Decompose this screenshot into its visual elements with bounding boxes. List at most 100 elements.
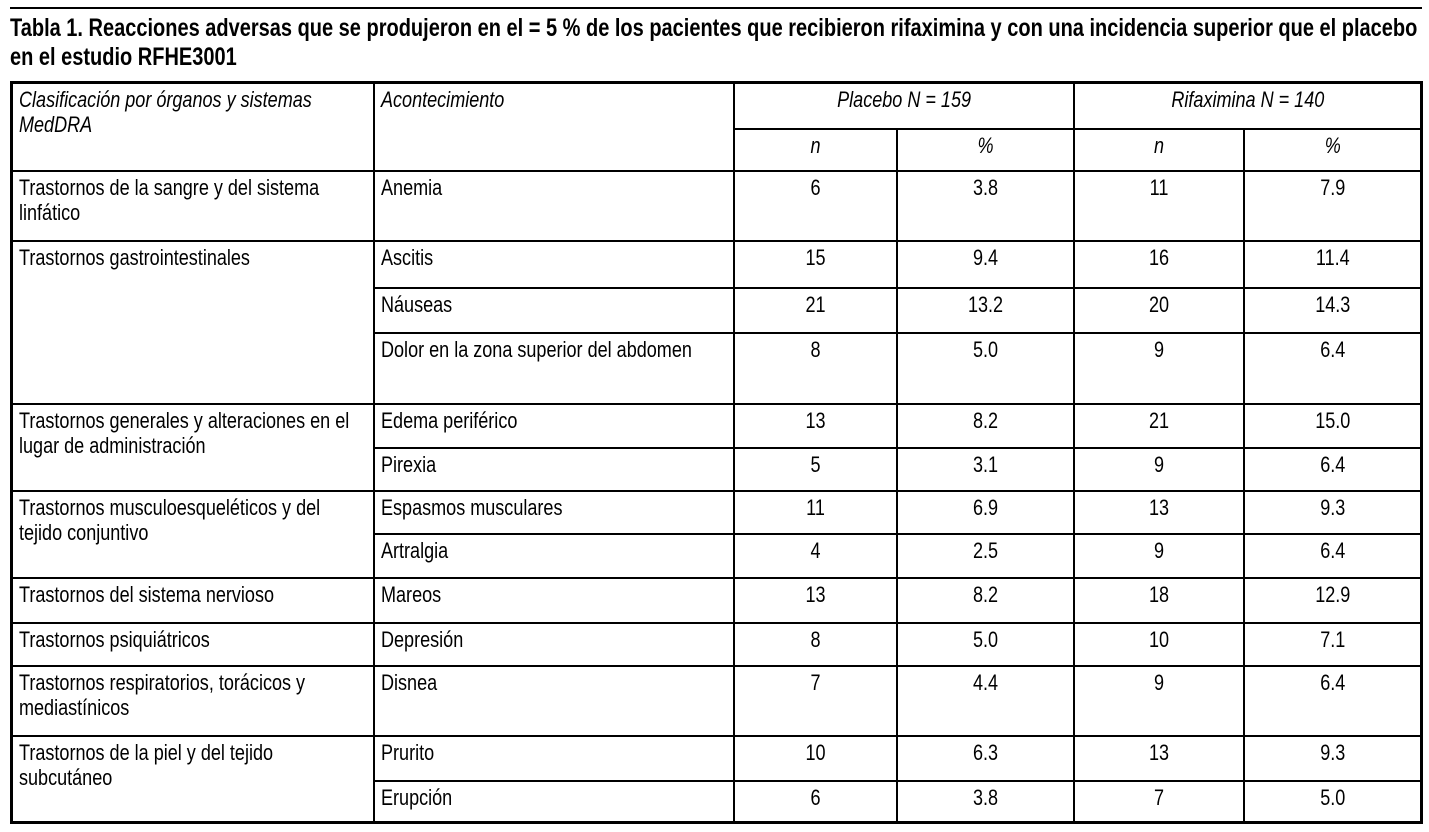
- event-cell-text: Erupción: [380, 784, 452, 810]
- placebo-n-cell-text: 21: [804, 291, 826, 317]
- rifaximina-pct-cell: 7.9: [1242, 169, 1423, 242]
- placebo-pct-cell-text: 3.8: [972, 784, 998, 810]
- table-row: Trastornos respiratorios, torácicos y me…: [10, 664, 1423, 737]
- placebo-pct-cell-text: 3.8: [972, 174, 998, 200]
- rifaximina-pct-cell-text: 15.0: [1314, 407, 1350, 433]
- event-cell-text: Prurito: [380, 739, 434, 765]
- event-cell-text: Depresión: [380, 626, 463, 652]
- placebo-pct-cell: 9.4: [895, 239, 1075, 289]
- rifaximina-n-cell-text: 13: [1148, 739, 1169, 765]
- placebo-pct-cell: 5.0: [895, 621, 1075, 667]
- rifaximina-n-cell-text: 13: [1148, 494, 1169, 520]
- rifaximina-n-cell-text: 9: [1153, 451, 1164, 477]
- header-event: Acontecimiento: [372, 81, 735, 172]
- placebo-n-cell-text: 4: [810, 537, 821, 563]
- placebo-pct-cell: 6.3: [895, 734, 1075, 782]
- rifaximina-n-cell: 9: [1072, 664, 1245, 737]
- rifaximina-n-cell: 9: [1072, 532, 1245, 579]
- placebo-n-cell: 13: [732, 402, 898, 449]
- event-cell: Náuseas: [372, 286, 735, 334]
- table-row: Erupción 6 3.8 7 5.0: [12, 779, 1423, 824]
- placebo-n-cell: 7: [732, 664, 898, 737]
- event-cell: Edema periférico: [372, 402, 735, 449]
- rifaximina-n-cell: 9: [1072, 446, 1245, 492]
- event-cell-text: Artralgia: [380, 537, 448, 563]
- placebo-pct-cell-text: 2.5: [972, 537, 998, 563]
- placebo-pct-cell: 3.1: [895, 446, 1075, 492]
- placebo-pct-cell-text: 3.1: [972, 451, 998, 477]
- placebo-pct-cell-text: 8.2: [972, 407, 998, 433]
- classification-text: Trastornos generales y alteraciones en e…: [19, 407, 350, 458]
- rifaximina-n-cell-text: 9: [1153, 537, 1164, 563]
- table-row: Trastornos generales y alteraciones en e…: [10, 402, 1423, 492]
- rifaximina-n-cell: 13: [1072, 489, 1245, 535]
- placebo-n-cell: 6: [732, 779, 898, 824]
- rifaximina-pct-cell-text: 14.3: [1314, 291, 1350, 317]
- event-cell: Prurito: [372, 734, 735, 782]
- classification-text: Trastornos psiquiátricos: [19, 626, 210, 652]
- event-cell-text: Espasmos musculares: [380, 494, 562, 520]
- placebo-pct-cell-text: 9.4: [972, 244, 998, 270]
- event-cell-text: Ascitis: [380, 244, 433, 270]
- placebo-n-cell-text: 8: [810, 336, 821, 362]
- rifaximina-pct-cell: 6.4: [1242, 532, 1423, 579]
- table-row: Artralgia 4 2.5 9 6.4: [12, 532, 1423, 579]
- event-cell-text: Anemia: [380, 174, 442, 200]
- rifaximina-pct-cell: 11.4: [1242, 239, 1423, 289]
- classification-cell: Trastornos musculoesqueléticos y del tej…: [10, 489, 375, 579]
- rifaximina-n-cell-text: 9: [1153, 336, 1164, 362]
- placebo-n-cell: 21: [732, 286, 898, 334]
- placebo-n-cell: 8: [732, 331, 898, 405]
- event-cell-text: Náuseas: [380, 291, 452, 317]
- event-cell: Ascitis: [372, 239, 735, 289]
- header-classification: Clasificación por órganos y sistemas Med…: [10, 81, 375, 172]
- adverse-reactions-table: Clasificación por órganos y sistemas Med…: [10, 81, 1424, 824]
- header-placebo-group: Placebo N = 159: [732, 81, 1075, 130]
- rifaximina-pct-cell: 6.4: [1242, 664, 1423, 737]
- placebo-n-cell-text: 5: [810, 451, 821, 477]
- table-title: Tabla 1. Reacciones adversas que se prod…: [10, 14, 1422, 72]
- table-row: Pirexia 5 3.1 9 6.4: [12, 446, 1423, 492]
- placebo-n-cell-text: 15: [804, 244, 826, 270]
- table-row: Trastornos de la sangre y del sistema li…: [10, 169, 1423, 242]
- placebo-pct-cell: 13.2: [895, 286, 1075, 334]
- placebo-n-cell-text: 7: [810, 669, 821, 695]
- classification-cell: Trastornos respiratorios, torácicos y me…: [10, 664, 375, 737]
- event-cell: Anemia: [372, 169, 735, 242]
- classification-text: Trastornos del sistema nervioso: [19, 581, 275, 607]
- classification-text: Trastornos gastrointestinales: [19, 244, 250, 270]
- placebo-n-cell-text: 8: [810, 626, 821, 652]
- placebo-n-cell-text: 13: [804, 581, 826, 607]
- rifaximina-pct-cell-text: 9.3: [1319, 739, 1345, 765]
- placebo-n-cell: 15: [732, 239, 898, 289]
- rifaximina-n-cell-text: 11: [1149, 174, 1168, 200]
- header-placebo-pct-text: %: [977, 132, 994, 158]
- rifaximina-n-cell: 9: [1072, 331, 1245, 405]
- rifaximina-pct-cell-text: 12.9: [1314, 581, 1350, 607]
- event-cell-text: Mareos: [380, 581, 441, 607]
- classification-text: Trastornos de la piel y del tejido subcu…: [19, 739, 274, 790]
- table-header: Clasificación por órganos y sistemas Med…: [10, 81, 1423, 172]
- rifaximina-n-cell: 18: [1072, 576, 1245, 624]
- event-cell-text: Dolor en la zona superior del abdomen: [380, 336, 692, 362]
- header-rifaximina-group: Rifaximina N = 140: [1072, 81, 1423, 130]
- header-placebo-pct: %: [895, 127, 1075, 172]
- event-cell-text: Pirexia: [380, 451, 436, 477]
- classification-cell: Trastornos de la sangre y del sistema li…: [10, 169, 375, 242]
- event-cell: Erupción: [372, 779, 735, 824]
- header-placebo-n-text: n: [810, 132, 821, 158]
- rifaximina-pct-cell-text: 6.4: [1319, 537, 1345, 563]
- header-rifaximina-pct: %: [1242, 127, 1423, 172]
- rifaximina-n-cell: 13: [1072, 734, 1245, 782]
- rifaximina-pct-cell: 7.1: [1242, 621, 1423, 667]
- placebo-pct-cell-text: 5.0: [972, 626, 998, 652]
- table-row: Trastornos psiquiátricos Depresión 8 5.0 10 7…: [10, 621, 1423, 667]
- rifaximina-pct-cell-text: 11.4: [1315, 244, 1350, 270]
- placebo-n-cell-text: 11: [805, 494, 825, 520]
- classification-text: Trastornos de la sangre y del sistema li…: [19, 174, 320, 225]
- header-placebo-n: n: [732, 127, 898, 172]
- rifaximina-n-cell: 10: [1072, 621, 1245, 667]
- rifaximina-pct-cell: 12.9: [1242, 576, 1423, 624]
- rifaximina-pct-cell-text: 7.1: [1319, 626, 1345, 652]
